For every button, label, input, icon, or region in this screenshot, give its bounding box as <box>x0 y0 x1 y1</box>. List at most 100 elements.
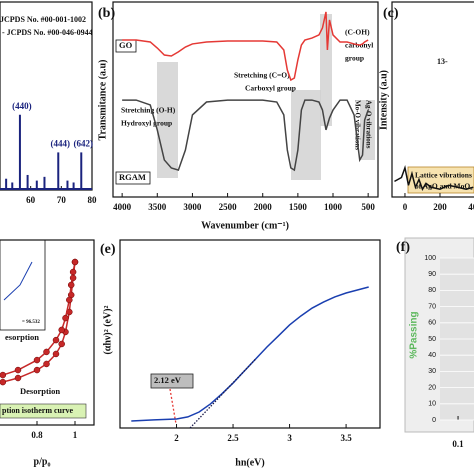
point <box>58 326 65 334</box>
series-line <box>122 99 369 172</box>
x-tick-label: 4000 <box>113 202 132 212</box>
annotation: Ag-O vibrations <box>364 100 372 149</box>
x-tick-label: 2000 <box>254 202 273 212</box>
annotation: Hydroxyl group <box>121 119 172 128</box>
y-tick-label: 60 <box>428 320 436 327</box>
panel-label: (e) <box>100 242 116 257</box>
x-tick-label: 70 <box>57 195 67 205</box>
annotation: Mo-O vibrations <box>353 100 361 150</box>
x-axis-label: Wavenumber (cm⁻¹) <box>201 220 289 231</box>
point <box>43 360 50 368</box>
y-axis-label: Transmitance (a.u) <box>97 60 108 141</box>
x-tick-label: 2 <box>174 433 179 443</box>
y-tick-label: 70 <box>428 303 436 310</box>
peak-label: (440) <box>12 101 32 111</box>
x-tick-label: 80 <box>88 195 98 205</box>
x-axis-label: hn(eV) <box>235 457 264 468</box>
x-tick-label: 0.1 <box>452 439 464 449</box>
y-tick-label: 90 <box>428 271 436 278</box>
annotation: group <box>345 54 364 63</box>
series-name: Desorption <box>20 386 60 396</box>
y-tick-label: 100 <box>424 255 436 262</box>
point <box>14 374 22 382</box>
annotation: = 96.532 <box>22 320 40 325</box>
point <box>33 366 41 374</box>
x-tick-label: 60 <box>26 195 36 205</box>
x-tick-label: 2.5 <box>227 433 239 443</box>
point <box>66 296 73 304</box>
panel-label: (f) <box>396 240 410 255</box>
annotation: (C-OH) <box>345 28 370 37</box>
plot-frame <box>0 239 95 426</box>
y-tick-label: 80 <box>428 287 436 294</box>
inset-line <box>3 261 33 301</box>
x-tick-label: 200 <box>433 202 447 212</box>
point <box>43 348 50 356</box>
x-tick-label: 3 <box>287 433 292 443</box>
point <box>14 366 22 374</box>
x-tick-label: 1000 <box>324 202 343 212</box>
series-name: esorption <box>5 332 39 342</box>
x-tick-label: 400 <box>468 202 474 212</box>
rgam-box <box>115 171 151 185</box>
y-axis-label: (αhν)² (eV)² <box>102 305 113 354</box>
series-name: GO <box>119 40 133 50</box>
point <box>52 336 60 344</box>
x-tick-label: 3.5 <box>340 433 352 443</box>
x-tick-label: 3500 <box>148 202 167 212</box>
plot-frame <box>112 1 379 198</box>
annotation: 2.12 eV <box>154 375 182 385</box>
series-name: RGAM <box>119 172 146 182</box>
series-line <box>394 164 474 191</box>
annotation: of AgO and MoO₃ <box>415 182 473 191</box>
point <box>71 258 79 266</box>
annotation: Stretching (O-H) <box>121 106 176 115</box>
gap-box <box>150 373 194 389</box>
peak-label: (444) <box>51 138 71 148</box>
y-tick-label: 10 <box>428 401 436 408</box>
annotation: JCPDS No. #00-001-1002 <box>0 15 86 24</box>
point <box>52 350 60 358</box>
annotation: Stretching (C=O) <box>234 71 290 80</box>
caption-box <box>0 403 87 419</box>
plot-frame <box>119 239 381 429</box>
x-tick-label: 0 <box>403 202 408 212</box>
panel-label: (c) <box>383 6 399 21</box>
series-line <box>131 286 369 422</box>
y-tick-label: 30 <box>428 368 436 375</box>
point <box>0 378 7 386</box>
panel-label: (b) <box>98 6 115 21</box>
highlight-coh <box>320 14 332 126</box>
point <box>58 340 65 348</box>
x-tick-label: 1 <box>73 430 78 440</box>
x-axis-label: p/p₀ <box>34 456 51 467</box>
peak-label: (642) <box>74 138 94 148</box>
point <box>0 371 7 379</box>
x-tick-label: 0.8 <box>31 430 43 440</box>
x-tick-label: 500 <box>361 202 375 212</box>
point <box>33 356 41 364</box>
plot-frame <box>391 1 474 198</box>
y-tick-label: 50 <box>428 336 436 343</box>
y-axis-label: Intensity (a.u) <box>378 70 389 130</box>
x-tick-label: 1500 <box>289 202 308 212</box>
annotation: - JCPDS No. #00-046-0944 <box>2 28 93 37</box>
x-tick-label: 3000 <box>183 202 202 212</box>
annotation: Lattice vibrations <box>415 171 472 180</box>
annotation: ption isotherm curve <box>2 406 74 415</box>
gap-arrow <box>169 388 177 425</box>
y-tick-label: 0 <box>432 417 436 424</box>
inset <box>0 239 46 331</box>
y-axis-label: %Passing <box>409 311 420 358</box>
point <box>62 314 69 322</box>
series-line <box>189 358 257 429</box>
point <box>69 268 77 276</box>
series-line <box>122 11 369 82</box>
y-tick-label: 20 <box>428 384 436 391</box>
annotation: 13- <box>437 57 448 66</box>
x-tick-label: 2500 <box>219 202 238 212</box>
annotation: Carboxyl group <box>245 84 296 93</box>
point <box>67 281 75 289</box>
